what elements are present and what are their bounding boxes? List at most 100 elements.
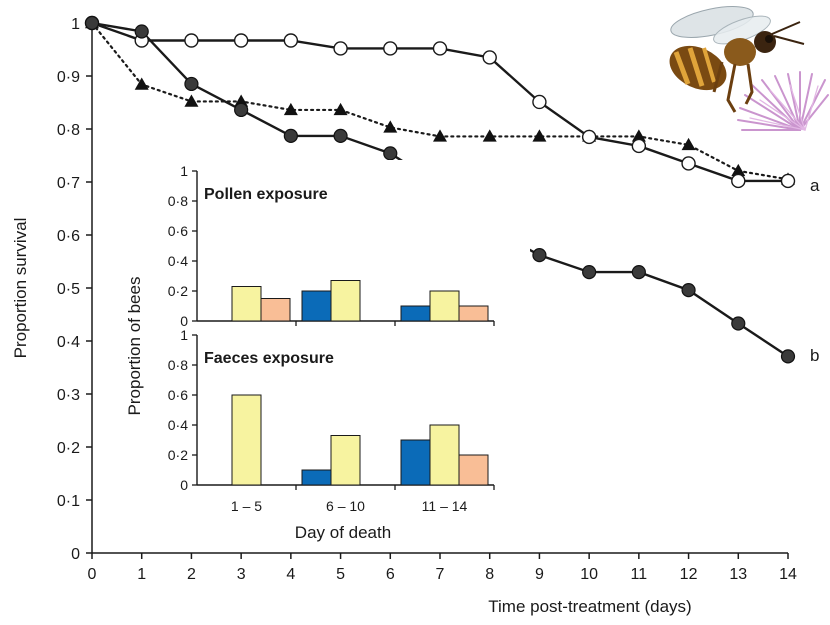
x-axis-ticks: 0 1 2 3 4 5 6 7 8 9 10 11 12 13 14 (88, 553, 797, 583)
data-point-filled-triangle (433, 129, 447, 142)
data-point-filled-circle (333, 128, 348, 143)
bar-faeces-2-1 (301, 469, 332, 486)
inset-y-tick-label: 0·2 (168, 447, 188, 463)
y-tick-label: 0 (71, 546, 80, 563)
data-point-open-circle (184, 33, 199, 48)
inset-y-tick-label: 0·6 (168, 223, 188, 239)
bar-pollen-3-1 (400, 305, 431, 322)
data-point-filled-triangle (482, 129, 497, 142)
bee-icon (669, 6, 805, 113)
data-point-filled-circle (532, 248, 547, 263)
y-axis-ticks: 0 0·1 0·2 0·3 0·4 0·5 0·6 0·7 0·8 0·9 1 (57, 16, 92, 563)
x-tick-label: 14 (779, 566, 797, 583)
data-point-open-circle (681, 156, 696, 171)
data-point-filled-triangle (681, 137, 696, 151)
data-point-open-circle (780, 173, 796, 189)
pollen-panel-title: Pollen exposure (204, 186, 328, 203)
inset-category-labels: 1 – 5 6 – 10 11 – 14 (231, 498, 468, 514)
y-tick-label: 0·5 (57, 281, 80, 298)
x-tick-label: 9 (535, 566, 544, 583)
data-point-open-circle (581, 129, 597, 145)
bar-faeces-1-2 (231, 394, 262, 486)
data-point-open-circle (731, 173, 746, 189)
bar-faeces-3-3 (458, 454, 489, 486)
data-point-filled-triangle (631, 129, 646, 142)
honeybee-photo (669, 6, 829, 131)
group-letter-a: a (810, 176, 820, 195)
data-point-open-circle (532, 94, 547, 110)
inset-category-label: 1 – 5 (231, 498, 262, 514)
data-point-filled-circle (731, 316, 746, 331)
y-tick-label: 0·3 (57, 387, 80, 404)
data-point-filled-triangle (532, 129, 547, 142)
data-point-open-circle (432, 41, 448, 56)
inset-y-tick-label: 1 (180, 163, 188, 179)
y-tick-label: 0·1 (57, 493, 80, 510)
bar-faeces-3-1 (400, 439, 431, 486)
x-tick-label: 2 (187, 566, 196, 583)
bar-pollen-3-3 (458, 305, 489, 322)
data-point-filled-triangle (283, 102, 298, 116)
data-point-open-circle (283, 33, 299, 48)
x-tick-label: 4 (286, 566, 295, 583)
data-point-filled-circle (780, 349, 796, 364)
bar-pollen-2-2 (330, 280, 361, 322)
inset-y-tick-label: 1 (180, 327, 188, 343)
inset-y-tick-label: 0·4 (168, 417, 188, 433)
inset-y-tick-label: 0·2 (168, 283, 188, 299)
data-point-open-circle (383, 41, 398, 56)
inset-y-tick-label: 0 (180, 313, 188, 329)
y-tick-label: 0·7 (57, 175, 80, 192)
group-letter-b: b (810, 346, 819, 365)
y-tick-label: 1 (71, 16, 80, 33)
data-point-filled-circle (134, 24, 149, 39)
inset-y-axis-title: Proportion of bees (125, 277, 144, 416)
data-point-filled-circle (184, 76, 199, 92)
inset-category-label: 6 – 10 (326, 498, 365, 514)
data-point-filled-circle (681, 283, 696, 298)
inset-x-axis-title: Day of death (295, 523, 391, 542)
inset-y-tick-label: 0·8 (168, 193, 188, 209)
data-point-filled-circle (234, 102, 249, 118)
data-point-filled-triangle (731, 163, 746, 177)
x-axis-title: Time post-treatment (days) (488, 597, 691, 616)
data-point-open-circle (233, 33, 249, 48)
x-tick-label: 3 (237, 566, 246, 583)
bar-pollen-2-1 (301, 290, 332, 322)
x-tick-label: 10 (580, 566, 598, 583)
data-point-filled-circle (582, 265, 597, 280)
y-tick-label: 0·4 (57, 334, 80, 351)
faeces-bar-panel: 0 0·2 0·4 0·6 0·8 1 (168, 327, 495, 493)
inset-y-tick-label: 0 (180, 477, 188, 493)
bar-faeces-2-2 (330, 435, 361, 486)
x-tick-label: 13 (729, 566, 747, 583)
y-tick-label: 0·2 (57, 440, 80, 457)
data-point-open-circle (333, 41, 348, 56)
inset-y-tick-label: 0·4 (168, 253, 188, 269)
x-tick-label: 5 (336, 566, 345, 583)
pollen-bar-panel: 0 0·2 0·4 0·6 0·8 1 (168, 163, 495, 329)
data-point-filled-triangle (333, 102, 348, 116)
data-point-filled-triangle (234, 94, 249, 107)
x-tick-label: 8 (485, 566, 494, 583)
inset-y-tick-label: 0·6 (168, 387, 188, 403)
data-point-open-circle (631, 138, 647, 154)
data-point-filled-triangle (383, 120, 398, 133)
data-point-filled-circle (383, 146, 398, 161)
data-point-filled-circle (84, 15, 100, 31)
bar-pollen-1-3 (260, 298, 291, 322)
faeces-panel-title: Faeces exposure (204, 350, 334, 367)
y-tick-label: 0·9 (57, 69, 80, 86)
y-tick-label: 0·8 (57, 122, 80, 139)
survival-series (84, 15, 796, 364)
data-point-filled-triangle (134, 77, 149, 90)
group-letters: a b (810, 176, 820, 365)
inset-bar-charts: Proportion of bees Pollen exposure Faece… (120, 160, 530, 550)
bar-pollen-3-2 (429, 290, 460, 322)
x-tick-label: 11 (631, 566, 648, 583)
x-tick-label: 6 (386, 566, 395, 583)
x-tick-label: 12 (680, 566, 698, 583)
flower-icon (737, 71, 829, 131)
